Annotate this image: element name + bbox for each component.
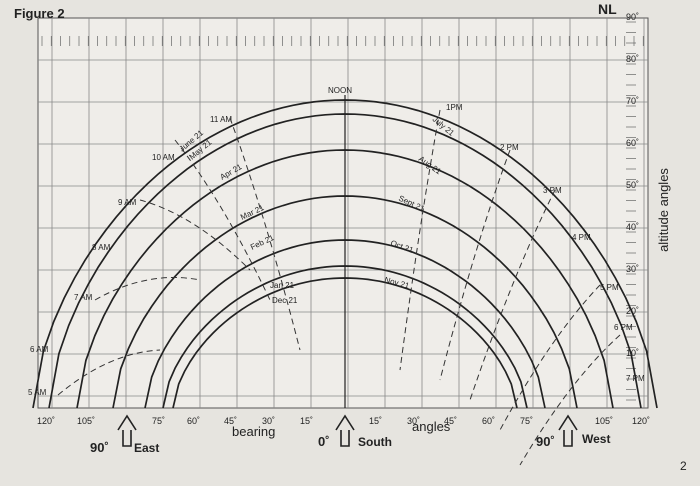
altitude-tick-label: 30˚: [626, 264, 639, 274]
bearing-tick-label: 60˚: [482, 416, 495, 426]
direction-angle: 0˚: [318, 434, 330, 449]
bearing-word: bearing: [232, 424, 275, 439]
page-number: 2: [680, 459, 687, 473]
hour-line: [57, 349, 161, 396]
bearing-tick-label: 75˚: [152, 416, 165, 426]
altitude-tick-label: 20˚: [626, 306, 639, 316]
arrows: [117, 414, 578, 447]
hour-line: [519, 334, 621, 466]
bearing-tick-label: 45˚: [444, 416, 457, 426]
direction-angle: 90˚: [90, 440, 109, 455]
hour-line: [439, 149, 511, 381]
altitude-tick-label: 50˚: [626, 180, 639, 190]
hour-label: 7 AM: [74, 293, 93, 302]
grid: [37, 17, 649, 409]
hour-line: [94, 277, 201, 301]
hour-label: 8 AM: [92, 243, 111, 252]
bearing-tick-label: 30˚: [407, 416, 420, 426]
month-label: Jan 21: [270, 281, 295, 290]
hour-line: [499, 284, 601, 431]
hour-line: [174, 139, 271, 301]
bearing-tick-label: 75˚: [520, 416, 533, 426]
direction-angle: 90˚: [536, 434, 555, 449]
hour-line: [399, 109, 441, 371]
bearing-tick-label: 30˚: [262, 416, 275, 426]
hour-label: 5 AM: [28, 388, 47, 397]
hour-label: 6 AM: [30, 345, 49, 354]
hour-line: [469, 189, 556, 401]
bearing-tick-label: 120˚: [37, 416, 55, 426]
altitude-tick-label: 90˚: [626, 12, 639, 22]
bearing-tick-label: 15˚: [300, 416, 313, 426]
altitude-title: altitude angles: [656, 168, 671, 252]
hour-line: [229, 117, 301, 351]
hour-label: NOON: [328, 86, 352, 95]
hour-label: 4 PM: [572, 233, 591, 242]
angles-word: angles: [412, 419, 451, 434]
hour-line: [139, 199, 251, 271]
plot-frame: [37, 17, 649, 409]
hour-label: 10 AM: [152, 153, 175, 162]
hour-label: 2 PM: [500, 143, 519, 152]
corner-label: NL: [598, 1, 617, 17]
bearing-tick-label: 60˚: [187, 416, 200, 426]
altitude-tick-label: 40˚: [626, 222, 639, 232]
direction-name: West: [582, 432, 610, 446]
altitude-tick-label: 70˚: [626, 96, 639, 106]
bearing-tick-label: 15˚: [369, 416, 382, 426]
month-label: Dec 21: [272, 296, 298, 305]
sun-paths: [32, 95, 658, 466]
hour-label: 11 AM: [210, 115, 232, 124]
bearing-tick-label: 105˚: [77, 416, 95, 426]
hour-label: 3 PM: [543, 186, 562, 195]
altitude-tick-label: 60˚: [626, 138, 639, 148]
bearing-tick-label: 105˚: [595, 416, 613, 426]
hour-label: 7 PM: [626, 374, 645, 383]
direction-name: South: [358, 435, 392, 449]
hour-label: 1PM: [446, 103, 463, 112]
hour-label: 6 PM: [614, 323, 633, 332]
altitude-tick-label: 80˚: [626, 54, 639, 64]
hour-label: 5 PM: [600, 283, 619, 292]
hour-label: 9 AM: [118, 198, 137, 207]
direction-name: East: [134, 441, 159, 455]
bearing-tick-label: 45˚: [224, 416, 237, 426]
figure-label: Figure 2: [14, 6, 65, 21]
bearing-tick-label: 120˚: [632, 416, 650, 426]
altitude-tick-label: 10˚: [626, 348, 639, 358]
